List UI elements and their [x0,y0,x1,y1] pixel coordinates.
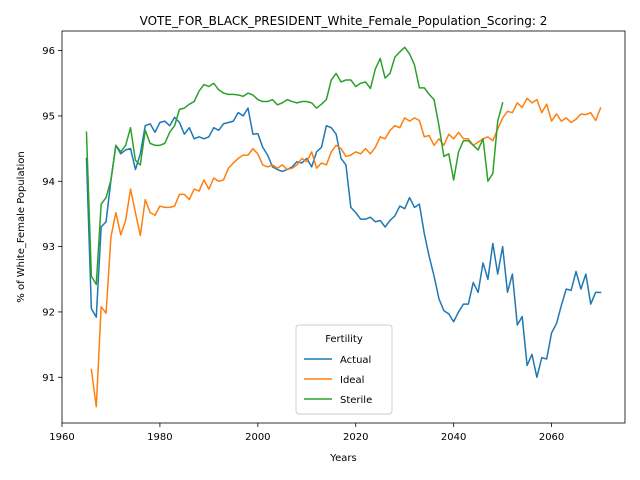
x-axis: 1960 1980 2000 2020 2040 2060 [49,423,564,443]
legend: Fertility Actual Ideal Sterile [295,324,393,415]
series-line-actual [85,107,602,379]
legend-label-sterile: Sterile [340,395,372,406]
series-line-ideal [90,97,602,408]
y-tick-label: 92 [42,307,55,318]
series-line-sterile [85,46,504,286]
chart-title: VOTE_FOR_BLACK_PRESIDENT_White_Female_Po… [140,14,548,28]
legend-entries: Actual Ideal Sterile [304,355,372,406]
x-tick-label: 1980 [147,432,172,443]
x-tick-label: 1960 [49,432,74,443]
y-tick-label: 95 [42,111,55,122]
plot-frame [61,30,626,424]
legend-label-actual: Actual [340,355,371,366]
y-tick-label: 91 [42,373,55,384]
x-tick-label: 2020 [343,432,368,443]
x-tick-label: 2040 [441,432,466,443]
x-tick-label: 2060 [539,432,564,443]
y-tick-label: 94 [42,177,55,188]
legend-box [295,324,393,415]
y-axis: 91 92 93 94 95 96 [42,46,62,384]
y-tick-label: 96 [42,46,55,57]
y-tick-label: 93 [42,242,55,253]
legend-label-ideal: Ideal [340,375,364,386]
y-axis-label: % of White_Female Population [16,151,27,302]
x-axis-label: Years [329,453,356,464]
x-tick-label: 2000 [245,432,270,443]
plot-area [61,30,626,424]
series-layer [85,46,602,408]
legend-title: Fertility [325,334,363,345]
